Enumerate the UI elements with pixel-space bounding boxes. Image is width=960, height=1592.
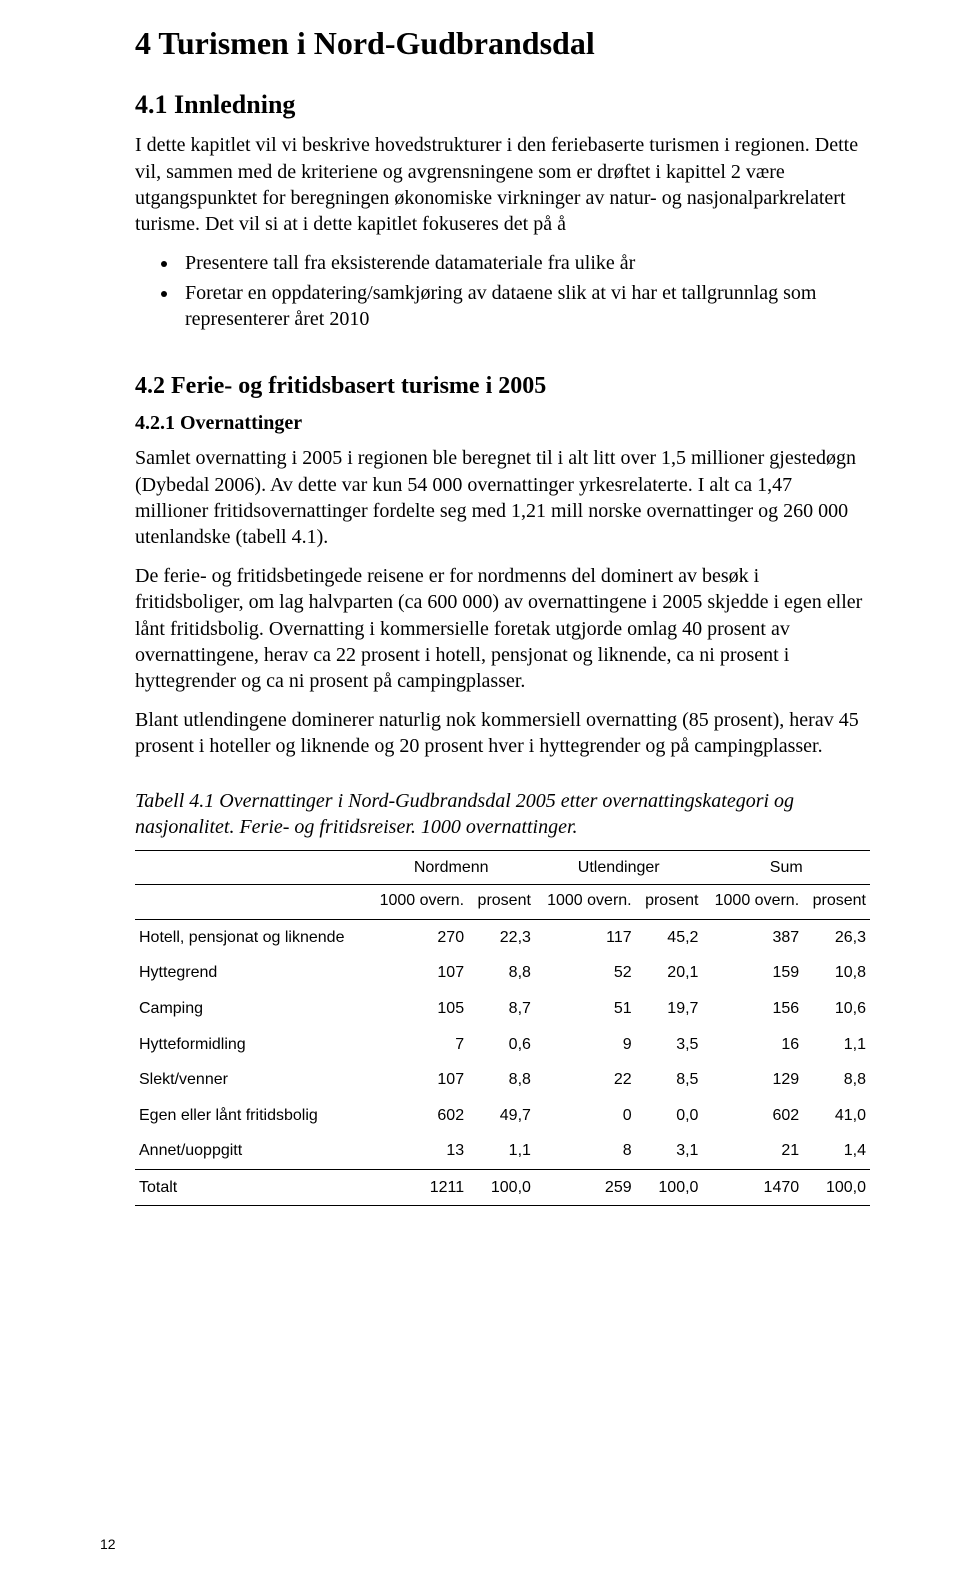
table-row: Annet/uoppgitt 13 1,1 8 3,1 21 1,4: [135, 1133, 870, 1169]
row-label: Hyttegrend: [135, 955, 367, 991]
cell: 26,3: [803, 919, 870, 955]
chapter-title: 4 Turismen i Nord-Gudbrandsdal: [135, 22, 870, 65]
cell: 1,1: [468, 1133, 535, 1169]
cell: 0: [535, 1098, 636, 1134]
cell: 100,0: [803, 1169, 870, 1206]
row-label: Totalt: [135, 1169, 367, 1206]
cell: 107: [367, 1062, 468, 1098]
section-4-2-1-title: 4.2.1 Overnattinger: [135, 410, 870, 437]
cell: 20,1: [636, 955, 703, 991]
cell: 1211: [367, 1169, 468, 1206]
list-item: Presentere tall fra eksisterende datamat…: [179, 250, 870, 276]
cell: 270: [367, 919, 468, 955]
group-header: Sum: [702, 850, 870, 885]
cell: 159: [702, 955, 803, 991]
table-total-row: Totalt 1211 100,0 259 100,0 1470 100,0: [135, 1169, 870, 1206]
cell: 13: [367, 1133, 468, 1169]
cell: 1,1: [803, 1027, 870, 1063]
cell: 3,5: [636, 1027, 703, 1063]
cell: 3,1: [636, 1133, 703, 1169]
cell: 259: [535, 1169, 636, 1206]
paragraph: Blant utlendingene dominerer naturlig no…: [135, 707, 870, 760]
cell: 387: [702, 919, 803, 955]
table-row: Slekt/venner 107 8,8 22 8,5 129 8,8: [135, 1062, 870, 1098]
cell: 602: [367, 1098, 468, 1134]
bullet-list: Presentere tall fra eksisterende datamat…: [135, 250, 870, 332]
paragraph: De ferie- og fritidsbetingede reisene er…: [135, 563, 870, 695]
cell: 22,3: [468, 919, 535, 955]
cell: 45,2: [636, 919, 703, 955]
cell: 117: [535, 919, 636, 955]
table-caption: Tabell 4.1 Overnattinger i Nord-Gudbrand…: [135, 788, 870, 840]
cell: 51: [535, 991, 636, 1027]
cell: 0,0: [636, 1098, 703, 1134]
table-group-header-row: Nordmenn Utlendinger Sum: [135, 850, 870, 885]
cell: 156: [702, 991, 803, 1027]
blank-header: [135, 850, 367, 885]
cell: 107: [367, 955, 468, 991]
cell: 9: [535, 1027, 636, 1063]
col-header: prosent: [803, 885, 870, 920]
row-label: Camping: [135, 991, 367, 1027]
cell: 602: [702, 1098, 803, 1134]
col-header: prosent: [468, 885, 535, 920]
cell: 1,4: [803, 1133, 870, 1169]
page-number: 12: [100, 1535, 116, 1554]
table-row: Hotell, pensjonat og liknende 270 22,3 1…: [135, 919, 870, 955]
group-header: Utlendinger: [535, 850, 703, 885]
row-label: Hytteformidling: [135, 1027, 367, 1063]
section-4-1-paragraph: I dette kapitlet vil vi beskrive hovedst…: [135, 132, 870, 238]
section-4-2-title: 4.2 Ferie- og fritidsbasert turisme i 20…: [135, 370, 870, 402]
cell: 16: [702, 1027, 803, 1063]
cell: 8,5: [636, 1062, 703, 1098]
cell: 8,8: [468, 1062, 535, 1098]
table-row: Hyttegrend 107 8,8 52 20,1 159 10,8: [135, 955, 870, 991]
cell: 21: [702, 1133, 803, 1169]
table-sub-header-row: 1000 overn. prosent 1000 overn. prosent …: [135, 885, 870, 920]
cell: 100,0: [468, 1169, 535, 1206]
cell: 0,6: [468, 1027, 535, 1063]
col-header: 1000 overn.: [367, 885, 468, 920]
cell: 8,8: [468, 955, 535, 991]
row-label: Annet/uoppgitt: [135, 1133, 367, 1169]
cell: 10,6: [803, 991, 870, 1027]
cell: 1470: [702, 1169, 803, 1206]
table-row: Camping 105 8,7 51 19,7 156 10,6: [135, 991, 870, 1027]
cell: 22: [535, 1062, 636, 1098]
cell: 10,8: [803, 955, 870, 991]
section-4-1-title: 4.1 Innledning: [135, 87, 870, 122]
cell: 7: [367, 1027, 468, 1063]
cell: 41,0: [803, 1098, 870, 1134]
cell: 8,7: [468, 991, 535, 1027]
row-label: Hotell, pensjonat og liknende: [135, 919, 367, 955]
overnight-table: Nordmenn Utlendinger Sum 1000 overn. pro…: [135, 850, 870, 1207]
cell: 129: [702, 1062, 803, 1098]
paragraph: Samlet overnatting i 2005 i regionen ble…: [135, 445, 870, 551]
cell: 19,7: [636, 991, 703, 1027]
table-row: Egen eller lånt fritidsbolig 602 49,7 0 …: [135, 1098, 870, 1134]
row-label: Egen eller lånt fritidsbolig: [135, 1098, 367, 1134]
list-item: Foretar en oppdatering/samkjøring av dat…: [179, 280, 870, 332]
cell: 105: [367, 991, 468, 1027]
cell: 100,0: [636, 1169, 703, 1206]
blank-header: [135, 885, 367, 920]
cell: 8,8: [803, 1062, 870, 1098]
group-header: Nordmenn: [367, 850, 535, 885]
col-header: prosent: [636, 885, 703, 920]
table-row: Hytteformidling 7 0,6 9 3,5 16 1,1: [135, 1027, 870, 1063]
col-header: 1000 overn.: [702, 885, 803, 920]
cell: 49,7: [468, 1098, 535, 1134]
cell: 52: [535, 955, 636, 991]
col-header: 1000 overn.: [535, 885, 636, 920]
cell: 8: [535, 1133, 636, 1169]
row-label: Slekt/venner: [135, 1062, 367, 1098]
